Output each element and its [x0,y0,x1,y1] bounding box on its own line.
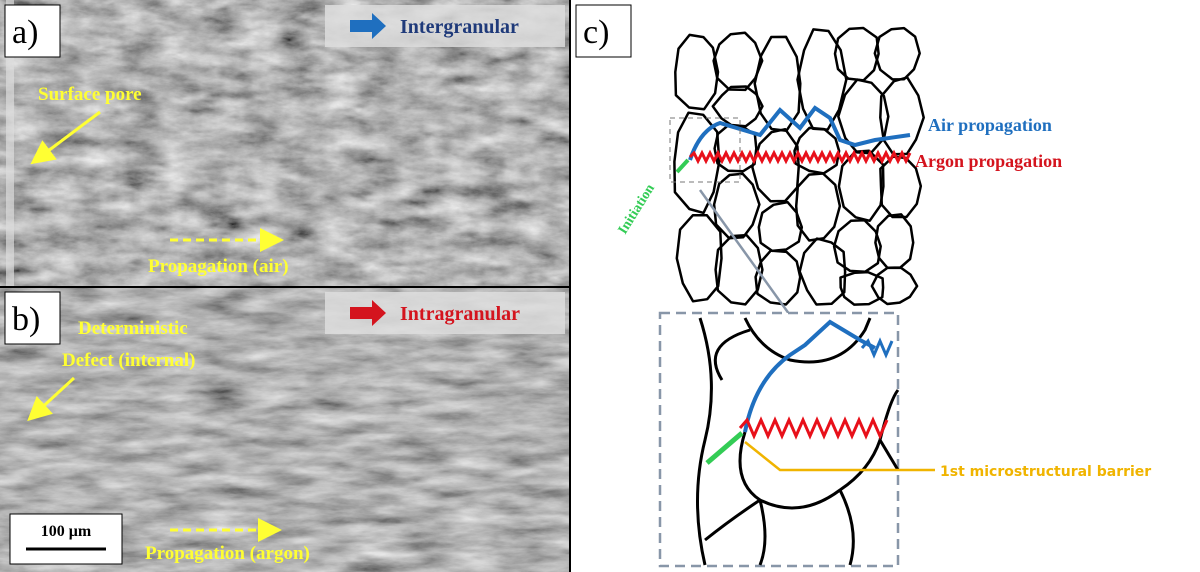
mode: Intragranular [400,303,520,325]
grain [833,26,880,82]
label-box [4,291,61,345]
grain [714,233,764,306]
mode: Intergranular [400,16,519,38]
sem-image [0,0,570,287]
grain [879,76,925,156]
grain [793,126,841,175]
grain [798,237,847,306]
legend-argon: Argon propagation [915,151,1062,171]
grain [870,266,919,306]
panel-label: c) [583,14,609,51]
barrier-pointer [744,441,935,472]
label-box [4,4,61,58]
legend-air: Air propagation [928,115,1052,135]
initiation-crack [675,158,690,174]
grain [674,33,720,111]
panel-a: a) Intergranular Surface pore Propagatio… [0,0,570,287]
inset-initiation [705,431,744,465]
annotation: Propagation (air) [148,256,289,277]
inset-air-crack [743,319,876,433]
grain [839,270,885,306]
arrow-icon [350,300,386,326]
grain [873,26,921,81]
grain [837,78,890,155]
grain [757,200,804,253]
argon-crack [688,149,912,165]
air-crack [688,105,911,161]
panel-label: b) [12,301,40,338]
grain [874,213,915,270]
inset-argon-crack [738,416,889,440]
grain [879,155,923,219]
zoom-line [698,189,794,319]
grain [751,127,800,203]
grain [673,111,721,215]
grain [794,172,842,242]
grain [754,249,802,306]
annotation: Surface pore [38,84,142,105]
grain [712,172,761,240]
grain-map [673,26,925,306]
annotation: Defect (internal) [62,350,195,371]
inset-air-zigzag [860,337,894,359]
annotation: Propagation (argon) [145,543,310,564]
inset [658,311,900,568]
inset-grains [696,317,900,566]
pointer [30,110,101,165]
grain [712,31,764,92]
initiation-label: Initiation [616,181,659,237]
scale-box [9,513,123,565]
edge [6,0,14,287]
barrier-label: 1st microstructural barrier [940,464,1151,480]
grain [711,85,764,128]
grain [837,149,885,223]
scale-bar-label: 100 μm [41,523,92,540]
pointer [27,376,76,422]
annotation: Deterministic [78,318,188,339]
grain [675,214,723,303]
arrow-icon [350,13,386,39]
grain [832,218,882,274]
panel-b: b) Intragranular Deterministic Defect (i… [0,288,570,572]
zoom-box [669,117,741,183]
panel-label: a) [12,14,38,51]
panel-c: c) Air propagation Argon propagation Ini… [575,4,1151,568]
label-box [575,4,632,58]
grain [753,35,802,133]
